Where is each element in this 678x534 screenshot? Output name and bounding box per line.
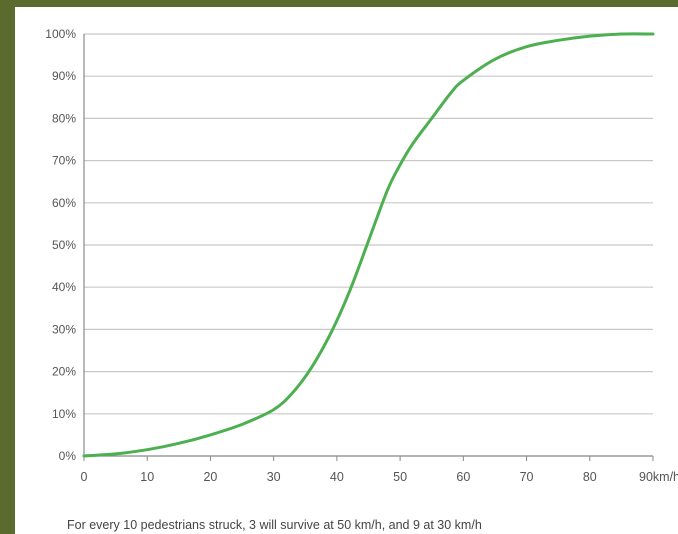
y-tick-label: 90% xyxy=(52,69,76,83)
y-tick-labels: 0% 10% 20% 30% 40% 50% 60% 70% 80% 90% 100% xyxy=(45,27,76,463)
chart-frame: 0% 10% 20% 30% 40% 50% 60% 70% 80% 90% 100% 0 10 20 3… xyxy=(15,7,678,534)
x-tick-label: 60 xyxy=(456,470,470,484)
y-tick-label: 0% xyxy=(59,449,77,463)
x-tick-label: 0 xyxy=(81,470,88,484)
survival-chart: 0% 10% 20% 30% 40% 50% 60% 70% 80% 90% 100% 0 10 20 3… xyxy=(45,27,678,532)
grid-lines xyxy=(84,33,653,415)
y-tick-label: 100% xyxy=(45,27,76,41)
series-line xyxy=(82,32,655,458)
x-tick-label: 50 xyxy=(393,470,407,484)
x-tick-label: 80 xyxy=(583,470,597,484)
x-tick-labels: 0 10 20 30 40 50 60 70 80 90km/h xyxy=(81,456,678,484)
x-tick-label: 70 xyxy=(520,470,534,484)
y-tick-label: 80% xyxy=(52,111,76,125)
x-tick-label: 30 xyxy=(267,470,281,484)
y-tick-label: 70% xyxy=(52,154,76,168)
y-tick-label: 30% xyxy=(52,322,76,336)
y-tick-label: 50% xyxy=(52,238,76,252)
y-tick-label: 40% xyxy=(52,280,76,294)
chart-caption: For every 10 pedestrians struck, 3 will … xyxy=(67,518,482,532)
x-tick-label: 90km/h xyxy=(639,470,678,484)
x-tick-label: 20 xyxy=(203,470,217,484)
y-tick-label: 60% xyxy=(52,196,76,210)
y-tick-label: 10% xyxy=(52,407,76,421)
x-tick-label: 40 xyxy=(330,470,344,484)
y-tick-label: 20% xyxy=(52,365,76,379)
x-tick-label: 10 xyxy=(140,470,154,484)
